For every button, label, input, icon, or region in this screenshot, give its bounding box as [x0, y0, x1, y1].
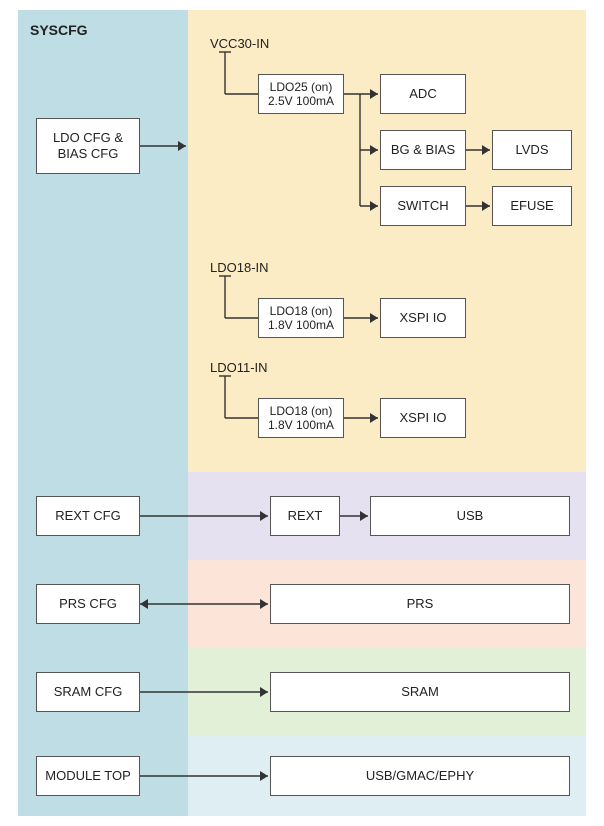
node-ldo25: LDO25 (on)2.5V 100mA	[258, 74, 344, 114]
node-label: LDO25 (on)2.5V 100mA	[268, 80, 334, 109]
node-lvds: LVDS	[492, 130, 572, 170]
node-label: USB/GMAC/EPHY	[366, 768, 474, 784]
node-efuse: EFUSE	[492, 186, 572, 226]
node-label: LDO18 (on)1.8V 100mA	[268, 404, 334, 433]
diagram-canvas: SYSCFG VCC30-IN LDO18-IN LDO11-IN LDO CF…	[0, 0, 604, 826]
node-ldo18-a: LDO18 (on)1.8V 100mA	[258, 298, 344, 338]
node-rext: REXT	[270, 496, 340, 536]
node-rext-cfg: REXT CFG	[36, 496, 140, 536]
node-module-top: MODULE TOP	[36, 756, 140, 796]
node-sram-cfg: SRAM CFG	[36, 672, 140, 712]
node-label: PRS	[407, 596, 434, 612]
node-label: PRS CFG	[59, 596, 117, 612]
node-label: REXT CFG	[55, 508, 121, 524]
node-adc: ADC	[380, 74, 466, 114]
node-usb: USB	[370, 496, 570, 536]
node-label: SRAM	[401, 684, 439, 700]
node-bg-bias: BG & BIAS	[380, 130, 466, 170]
node-label: EFUSE	[510, 198, 553, 214]
node-label: LDO CFG &BIAS CFG	[53, 130, 123, 161]
node-ldo18-b: LDO18 (on)1.8V 100mA	[258, 398, 344, 438]
node-label: LDO18 (on)1.8V 100mA	[268, 304, 334, 333]
node-ldo-bias-cfg: LDO CFG &BIAS CFG	[36, 118, 140, 174]
node-label: XSPI IO	[400, 310, 447, 326]
node-switch: SWITCH	[380, 186, 466, 226]
node-label: LVDS	[516, 142, 549, 158]
node-label: USB	[457, 508, 484, 524]
node-xspi-io-b: XSPI IO	[380, 398, 466, 438]
node-prs: PRS	[270, 584, 570, 624]
node-label: SRAM CFG	[54, 684, 123, 700]
vcc30-in-label: VCC30-IN	[210, 36, 269, 51]
node-label: BG & BIAS	[391, 142, 455, 158]
node-sram: SRAM	[270, 672, 570, 712]
node-label: MODULE TOP	[45, 768, 130, 784]
node-label: SWITCH	[397, 198, 448, 214]
node-label: REXT	[288, 508, 323, 524]
node-prs-cfg: PRS CFG	[36, 584, 140, 624]
node-usb-gmac-ephy: USB/GMAC/EPHY	[270, 756, 570, 796]
node-label: XSPI IO	[400, 410, 447, 426]
node-xspi-io-a: XSPI IO	[380, 298, 466, 338]
syscfg-title: SYSCFG	[30, 22, 88, 38]
ldo11-in-label: LDO11-IN	[210, 360, 268, 375]
node-label: ADC	[409, 86, 436, 102]
ldo18-in-label: LDO18-IN	[210, 260, 269, 275]
